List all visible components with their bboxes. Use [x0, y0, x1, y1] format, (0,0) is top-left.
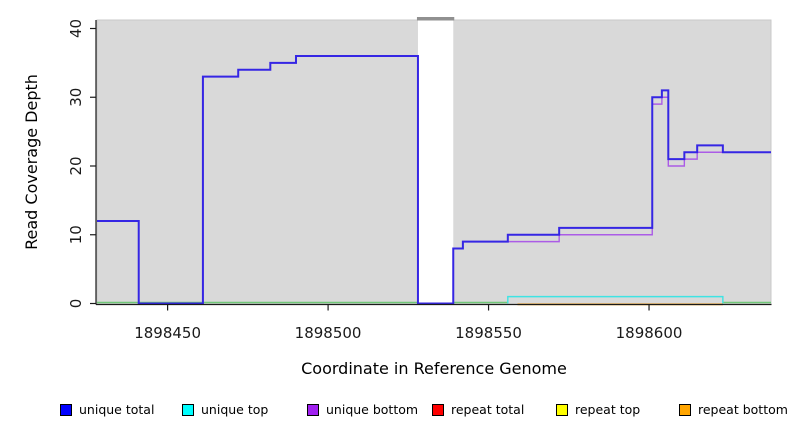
legend-item-unique-top: unique top: [182, 403, 268, 417]
legend-item-unique-total: unique total: [60, 403, 154, 417]
x-tick-label: 1898600: [616, 324, 683, 342]
legend-swatch-repeat-bottom: [679, 404, 691, 416]
y-tick-label: 0: [67, 299, 85, 309]
x-axis-title: Coordinate in Reference Genome: [301, 359, 567, 378]
legend-item-repeat-total: repeat total: [432, 403, 524, 417]
masked-region: [417, 17, 454, 303]
legend-label: repeat top: [575, 402, 641, 417]
legend-label: repeat bottom: [698, 402, 788, 417]
y-tick-label: 40: [67, 19, 85, 38]
y-tick-label: 20: [67, 156, 85, 175]
x-tick-label: 1898450: [134, 324, 201, 342]
legend-swatch-repeat-top: [556, 404, 568, 416]
legend-swatch-repeat-total: [432, 404, 444, 416]
series-line-unique-top: [507, 295, 724, 304]
legend-label: unique total: [79, 402, 155, 417]
legend-swatch-unique-bottom: [307, 404, 319, 416]
masked-region-cap: [416, 17, 455, 21]
legend-label: unique bottom: [326, 402, 419, 417]
legend-item-unique-bottom: unique bottom: [307, 403, 418, 417]
legend-swatch-unique-total: [60, 404, 72, 416]
series-line-unique-total: [97, 55, 771, 305]
y-axis-title: Read Coverage Depth: [22, 74, 41, 250]
x-tick-label: 1898550: [455, 324, 522, 342]
y-tick-label: 30: [67, 88, 85, 107]
legend-label: unique top: [201, 402, 269, 417]
x-tick-label: 1898500: [295, 324, 362, 342]
legend-item-repeat-top: repeat top: [556, 403, 640, 417]
y-tick-label: 10: [67, 225, 85, 244]
legend-label: repeat total: [451, 402, 525, 417]
legend-swatch-unique-top: [182, 404, 194, 416]
legend-item-repeat-bottom: repeat bottom: [679, 403, 788, 417]
